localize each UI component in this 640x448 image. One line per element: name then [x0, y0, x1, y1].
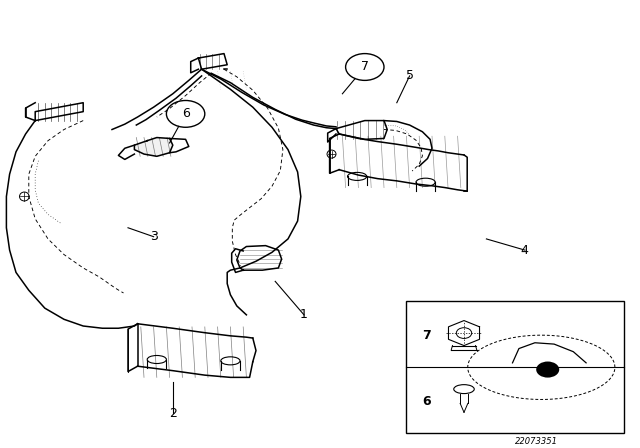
Text: 2: 2 — [169, 407, 177, 420]
Text: 5: 5 — [406, 69, 413, 82]
Text: 1: 1 — [300, 308, 308, 321]
Text: 4: 4 — [521, 244, 529, 257]
Text: 3: 3 — [150, 230, 157, 243]
Text: 6: 6 — [182, 108, 189, 121]
Circle shape — [536, 362, 559, 378]
Bar — [406, 302, 624, 433]
Text: 22073351: 22073351 — [515, 437, 559, 446]
Polygon shape — [134, 138, 173, 156]
Text: 6: 6 — [422, 395, 431, 408]
Text: 7: 7 — [422, 329, 431, 342]
Text: 7: 7 — [361, 60, 369, 73]
